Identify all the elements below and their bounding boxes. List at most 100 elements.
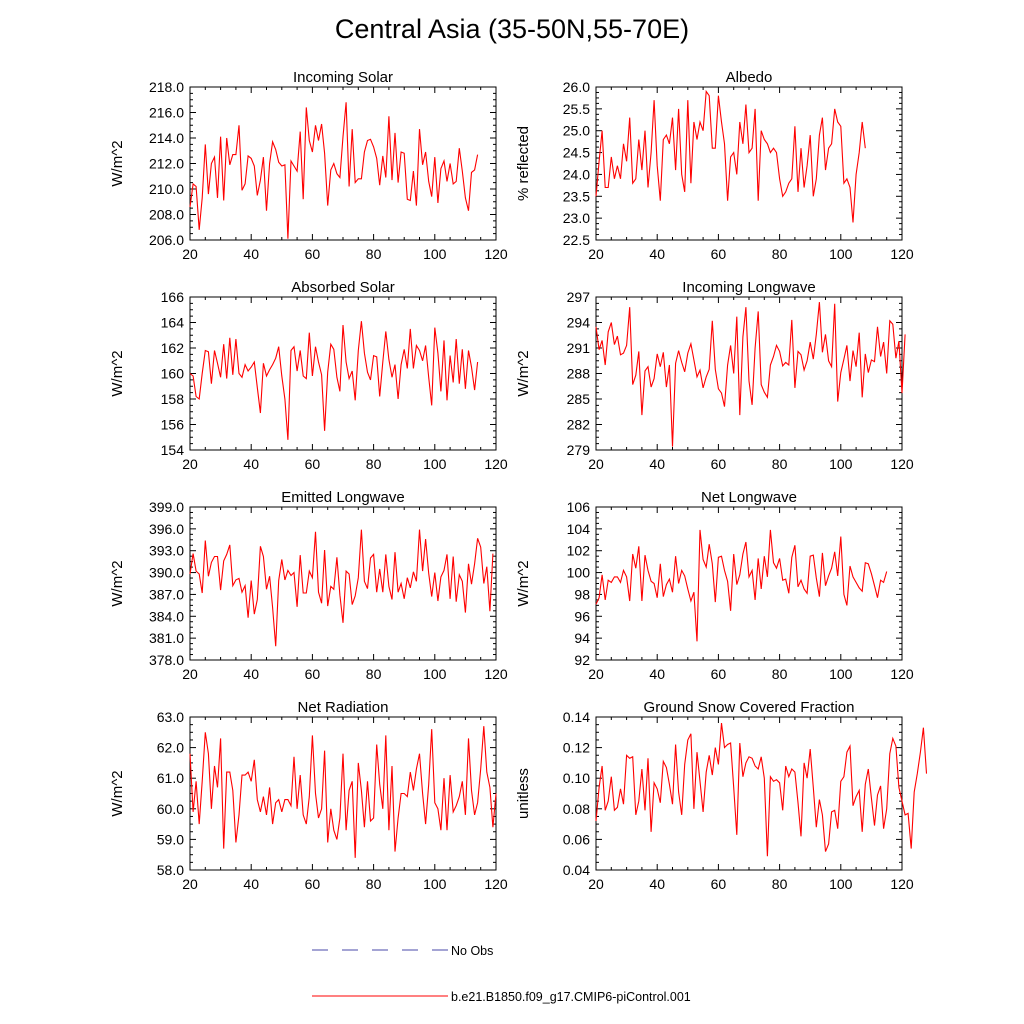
x-tick-label: 100 bbox=[829, 876, 853, 892]
y-tick-label: 206.0 bbox=[149, 232, 184, 248]
x-tick-label: 60 bbox=[711, 876, 727, 892]
y-axis-label: % reflected bbox=[515, 126, 532, 201]
y-tick-label: 24.0 bbox=[563, 166, 590, 182]
y-tick-label: 216.0 bbox=[149, 105, 184, 121]
x-tick-label: 120 bbox=[890, 456, 914, 472]
x-tick-label: 20 bbox=[588, 876, 604, 892]
y-tick-label: 60.0 bbox=[157, 801, 184, 817]
chart-title: Incoming Longwave bbox=[682, 279, 815, 296]
x-tick-label: 20 bbox=[182, 666, 198, 682]
y-tick-label: 106 bbox=[567, 499, 591, 515]
x-tick-label: 100 bbox=[423, 666, 447, 682]
y-tick-label: 279 bbox=[567, 442, 591, 458]
y-tick-label: 102 bbox=[567, 543, 591, 559]
y-tick-label: 62.0 bbox=[157, 740, 184, 756]
plot-frame bbox=[189, 296, 497, 451]
x-tick-label: 20 bbox=[588, 456, 604, 472]
y-tick-label: 98 bbox=[574, 586, 590, 602]
x-tick-label: 80 bbox=[772, 666, 788, 682]
y-tick-label: 399.0 bbox=[149, 499, 184, 515]
x-tick-label: 100 bbox=[829, 666, 853, 682]
y-tick-label: 390.0 bbox=[149, 565, 184, 581]
y-tick-label: 0.04 bbox=[563, 862, 590, 878]
x-tick-label: 20 bbox=[588, 246, 604, 262]
x-tick-label: 120 bbox=[890, 666, 914, 682]
plot-frame bbox=[595, 716, 903, 871]
x-tick-label: 60 bbox=[711, 456, 727, 472]
chart-title: Ground Snow Covered Fraction bbox=[644, 699, 855, 716]
y-tick-label: 0.06 bbox=[563, 831, 590, 847]
y-tick-label: 0.12 bbox=[563, 740, 590, 756]
x-tick-label: 60 bbox=[711, 246, 727, 262]
y-tick-label: 23.5 bbox=[563, 188, 590, 204]
y-tick-label: 156 bbox=[161, 417, 185, 433]
series-line bbox=[189, 102, 479, 239]
y-tick-label: 160 bbox=[161, 366, 185, 382]
y-tick-label: 396.0 bbox=[149, 521, 184, 537]
series-line bbox=[595, 302, 906, 447]
series-line bbox=[595, 89, 866, 223]
y-tick-label: 61.0 bbox=[157, 770, 184, 786]
y-tick-label: 288 bbox=[567, 366, 591, 382]
y-tick-label: 59.0 bbox=[157, 831, 184, 847]
series-line bbox=[189, 726, 497, 858]
x-tick-label: 60 bbox=[305, 666, 321, 682]
x-tick-label: 100 bbox=[829, 456, 853, 472]
x-tick-label: 40 bbox=[243, 876, 259, 892]
x-tick-label: 120 bbox=[890, 876, 914, 892]
x-tick-label: 40 bbox=[243, 666, 259, 682]
y-tick-label: 387.0 bbox=[149, 586, 184, 602]
x-tick-label: 40 bbox=[243, 246, 259, 262]
y-axis-label: W/m^2 bbox=[109, 140, 126, 186]
y-tick-label: 24.5 bbox=[563, 145, 590, 161]
x-tick-label: 80 bbox=[772, 876, 788, 892]
y-tick-label: 214.0 bbox=[149, 130, 184, 146]
x-tick-label: 40 bbox=[649, 876, 665, 892]
y-tick-label: 96 bbox=[574, 608, 590, 624]
series-line bbox=[595, 723, 928, 857]
x-tick-label: 60 bbox=[305, 456, 321, 472]
y-tick-label: 26.0 bbox=[563, 79, 590, 95]
x-tick-label: 60 bbox=[305, 246, 321, 262]
y-tick-label: 212.0 bbox=[149, 156, 184, 172]
x-tick-label: 120 bbox=[484, 456, 508, 472]
x-tick-label: 60 bbox=[305, 876, 321, 892]
y-tick-label: 25.5 bbox=[563, 101, 590, 117]
x-tick-label: 120 bbox=[484, 666, 508, 682]
y-tick-label: 92 bbox=[574, 652, 590, 668]
series-line bbox=[189, 321, 479, 440]
y-tick-label: 162 bbox=[161, 340, 185, 356]
x-tick-label: 40 bbox=[649, 456, 665, 472]
y-tick-label: 164 bbox=[161, 315, 185, 331]
y-tick-label: 208.0 bbox=[149, 207, 184, 223]
plot-frame bbox=[189, 716, 497, 871]
x-tick-label: 40 bbox=[243, 456, 259, 472]
x-tick-label: 40 bbox=[649, 666, 665, 682]
y-axis-label: unitless bbox=[515, 768, 532, 819]
y-tick-label: 100 bbox=[567, 565, 591, 581]
x-tick-label: 80 bbox=[366, 246, 382, 262]
x-tick-label: 80 bbox=[772, 456, 788, 472]
y-tick-label: 297 bbox=[567, 289, 591, 305]
x-tick-label: 120 bbox=[890, 246, 914, 262]
x-tick-label: 20 bbox=[182, 456, 198, 472]
x-tick-label: 120 bbox=[484, 246, 508, 262]
y-axis-label: W/m^2 bbox=[109, 770, 126, 816]
x-tick-label: 80 bbox=[366, 876, 382, 892]
x-tick-label: 20 bbox=[182, 876, 198, 892]
y-tick-label: 0.10 bbox=[563, 770, 590, 786]
x-tick-label: 120 bbox=[484, 876, 508, 892]
x-tick-label: 100 bbox=[423, 246, 447, 262]
x-tick-label: 80 bbox=[366, 456, 382, 472]
x-tick-label: 100 bbox=[829, 246, 853, 262]
y-tick-label: 154 bbox=[161, 442, 185, 458]
y-tick-label: 0.14 bbox=[563, 709, 590, 725]
y-tick-label: 378.0 bbox=[149, 652, 184, 668]
y-tick-label: 166 bbox=[161, 289, 185, 305]
chart-title: Absorbed Solar bbox=[291, 279, 394, 296]
page-title: Central Asia (35-50N,55-70E) bbox=[334, 14, 690, 44]
y-tick-label: 381.0 bbox=[149, 630, 184, 646]
x-tick-label: 100 bbox=[423, 876, 447, 892]
y-tick-label: 63.0 bbox=[157, 709, 184, 725]
